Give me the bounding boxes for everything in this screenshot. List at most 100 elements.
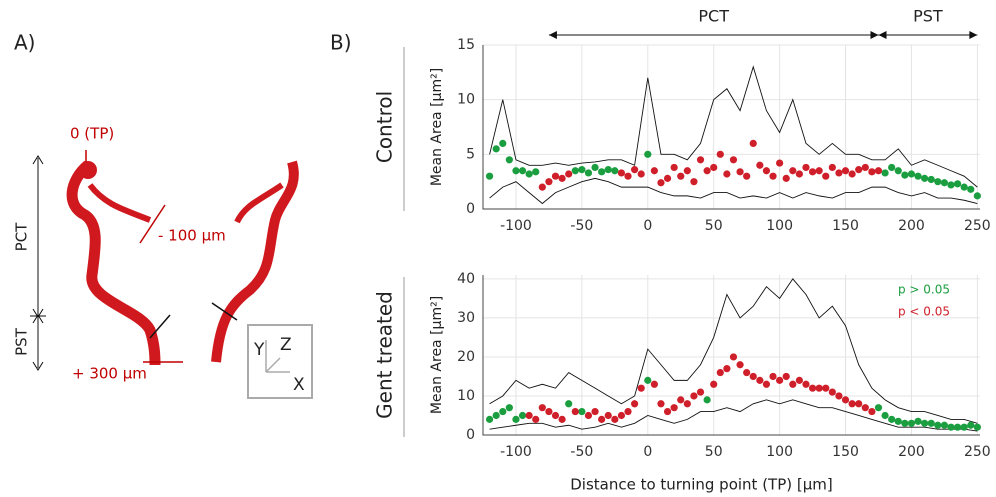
data-point	[716, 150, 724, 158]
data-point	[841, 396, 850, 404]
data-point	[921, 174, 929, 182]
data-point	[841, 167, 850, 175]
y-axis-label: Mean Area [µm²]	[429, 68, 445, 186]
segment-label: PCT	[698, 7, 729, 26]
axis	[482, 45, 980, 210]
row-label: Gent treated	[373, 291, 397, 419]
data-point	[710, 163, 718, 172]
data-point	[815, 384, 823, 392]
data-point	[624, 407, 632, 416]
data-point	[729, 353, 738, 361]
data-point	[789, 380, 797, 388]
y-tick-label: 10	[457, 92, 475, 108]
y-tick-label: 10	[457, 388, 475, 404]
data-point	[499, 407, 507, 416]
data-point	[762, 167, 771, 175]
data-point	[874, 404, 883, 412]
data-point	[663, 174, 672, 182]
panel-label: A)	[14, 31, 35, 55]
data-point	[795, 376, 803, 384]
y-tick-label: 30	[457, 310, 475, 326]
segment-label: PST	[913, 7, 943, 26]
data-point	[782, 372, 790, 381]
row-label: Control	[373, 91, 397, 163]
data-point	[973, 192, 981, 200]
data-point	[776, 376, 784, 384]
data-point	[960, 183, 968, 191]
panel-label: B)	[330, 31, 352, 55]
data-point	[921, 419, 929, 427]
data-point	[776, 159, 784, 167]
data-point	[756, 376, 764, 384]
x-tick-label: 150	[832, 444, 859, 460]
data-point	[762, 380, 771, 388]
data-point	[828, 388, 836, 396]
data-point	[967, 185, 975, 193]
marker	[149, 314, 171, 339]
x-tick-label: -50	[570, 218, 593, 234]
y-tick-label: 5	[466, 146, 475, 162]
axis-letter: Z	[280, 335, 292, 355]
data-point	[611, 415, 619, 423]
data-point	[940, 421, 949, 429]
y-tick-label: 40	[457, 271, 475, 287]
data-point	[624, 172, 632, 180]
x-tick-label: -50	[570, 444, 593, 460]
data-point	[584, 169, 593, 177]
data-point	[571, 167, 579, 175]
data-point	[815, 167, 823, 175]
data-point	[644, 150, 652, 158]
tubule	[211, 160, 299, 363]
data-point	[492, 145, 500, 153]
data-point	[967, 421, 975, 429]
data-point	[512, 415, 520, 423]
x-tick-label: 200	[898, 444, 925, 460]
data-point	[914, 417, 922, 425]
envelope-line	[489, 65, 978, 188]
data-point	[617, 411, 626, 420]
tubule	[79, 161, 97, 179]
data-point	[591, 163, 599, 172]
axis-icon	[247, 324, 313, 399]
data-point	[808, 168, 817, 176]
data-point	[650, 380, 658, 388]
data-point	[802, 163, 810, 172]
data-point	[907, 170, 916, 178]
marker	[211, 302, 238, 321]
data-point	[677, 396, 685, 404]
x-tick-label: -100	[500, 444, 532, 460]
data-point	[769, 172, 777, 180]
segment-label: PCT	[13, 222, 31, 252]
data-point	[518, 167, 527, 175]
data-point	[914, 172, 922, 180]
data-point	[894, 417, 902, 425]
data-point	[960, 423, 968, 431]
data-point	[848, 170, 856, 178]
data-point	[868, 168, 876, 176]
data-point	[558, 174, 566, 182]
x-axis-label: Distance to turning point (TP) [µm]	[570, 476, 833, 494]
legend-entry: p > 0.05	[898, 283, 950, 297]
data-point	[802, 380, 810, 388]
y-tick-label: 20	[457, 349, 475, 365]
data-point	[901, 419, 909, 427]
data-point	[485, 415, 494, 423]
data-point	[670, 404, 678, 412]
data-point	[934, 178, 942, 186]
data-point	[703, 167, 711, 175]
data-point	[874, 167, 883, 175]
data-point	[545, 407, 553, 416]
axis	[482, 275, 980, 436]
data-point	[505, 156, 513, 164]
data-point	[855, 166, 863, 174]
arrowheads	[32, 155, 44, 371]
data-point	[743, 172, 751, 180]
data-point	[591, 407, 599, 416]
axis-letter: Y	[253, 340, 265, 360]
data-point	[499, 139, 507, 147]
data-point	[611, 167, 619, 175]
data-point	[565, 170, 573, 178]
tubule	[87, 183, 152, 223]
data-point	[828, 163, 836, 172]
